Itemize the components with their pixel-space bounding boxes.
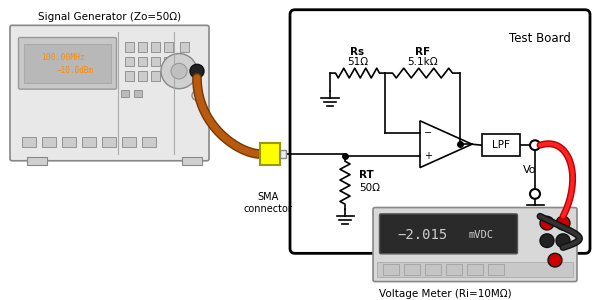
- Bar: [182, 157, 202, 165]
- Bar: [125, 71, 134, 81]
- Circle shape: [540, 234, 554, 248]
- Text: mVDC: mVDC: [469, 230, 493, 240]
- Bar: [260, 143, 280, 165]
- Bar: [280, 150, 286, 158]
- Text: SMA
connector: SMA connector: [244, 192, 292, 214]
- Bar: [142, 137, 156, 147]
- Text: RT: RT: [359, 170, 374, 180]
- Bar: [446, 264, 462, 275]
- Text: −10.0dBm: −10.0dBm: [57, 66, 94, 75]
- Text: RF: RF: [415, 47, 430, 58]
- Bar: [138, 42, 147, 52]
- Circle shape: [548, 253, 562, 267]
- Bar: [27, 157, 47, 165]
- Text: +: +: [424, 151, 432, 161]
- FancyBboxPatch shape: [290, 10, 590, 253]
- Text: 51Ω: 51Ω: [347, 57, 368, 67]
- Circle shape: [540, 216, 554, 230]
- Bar: [488, 264, 504, 275]
- Bar: [467, 264, 483, 275]
- Bar: [24, 44, 111, 83]
- Text: −: −: [424, 128, 432, 137]
- Bar: [82, 137, 96, 147]
- Bar: [482, 134, 520, 156]
- Bar: [121, 90, 129, 98]
- Bar: [138, 71, 147, 81]
- Circle shape: [171, 63, 187, 79]
- Bar: [125, 56, 134, 66]
- Bar: [425, 264, 441, 275]
- Bar: [151, 42, 160, 52]
- Bar: [180, 42, 189, 52]
- Text: 50Ω: 50Ω: [359, 183, 380, 193]
- Bar: [377, 262, 573, 277]
- Text: Rs: Rs: [350, 47, 365, 58]
- Circle shape: [190, 64, 204, 78]
- Text: 100.00MHz: 100.00MHz: [41, 53, 85, 62]
- Bar: [22, 137, 36, 147]
- Text: Signal Generator (Zo=50Ω): Signal Generator (Zo=50Ω): [38, 12, 181, 22]
- Bar: [164, 42, 173, 52]
- Bar: [138, 56, 147, 66]
- Bar: [404, 264, 420, 275]
- FancyBboxPatch shape: [380, 214, 517, 254]
- Text: LPF: LPF: [492, 140, 510, 150]
- Bar: [151, 56, 160, 66]
- Text: Test Board: Test Board: [509, 32, 571, 45]
- Circle shape: [556, 234, 570, 248]
- Circle shape: [556, 216, 570, 230]
- Bar: [180, 71, 189, 81]
- Text: Voltage Meter (Ri=10MΩ): Voltage Meter (Ri=10MΩ): [379, 290, 511, 299]
- FancyBboxPatch shape: [19, 38, 116, 89]
- FancyBboxPatch shape: [10, 25, 209, 161]
- FancyBboxPatch shape: [373, 208, 577, 282]
- Bar: [62, 137, 76, 147]
- Text: −2.015: −2.015: [398, 228, 448, 242]
- Text: 5.1kΩ: 5.1kΩ: [407, 57, 438, 67]
- Bar: [180, 56, 189, 66]
- Bar: [164, 71, 173, 81]
- Bar: [42, 137, 56, 147]
- Bar: [134, 90, 142, 98]
- Bar: [164, 56, 173, 66]
- Bar: [383, 264, 399, 275]
- Bar: [125, 42, 134, 52]
- Text: Vo: Vo: [523, 165, 537, 175]
- Circle shape: [161, 54, 197, 89]
- Bar: [102, 137, 116, 147]
- Bar: [122, 137, 136, 147]
- Bar: [151, 71, 160, 81]
